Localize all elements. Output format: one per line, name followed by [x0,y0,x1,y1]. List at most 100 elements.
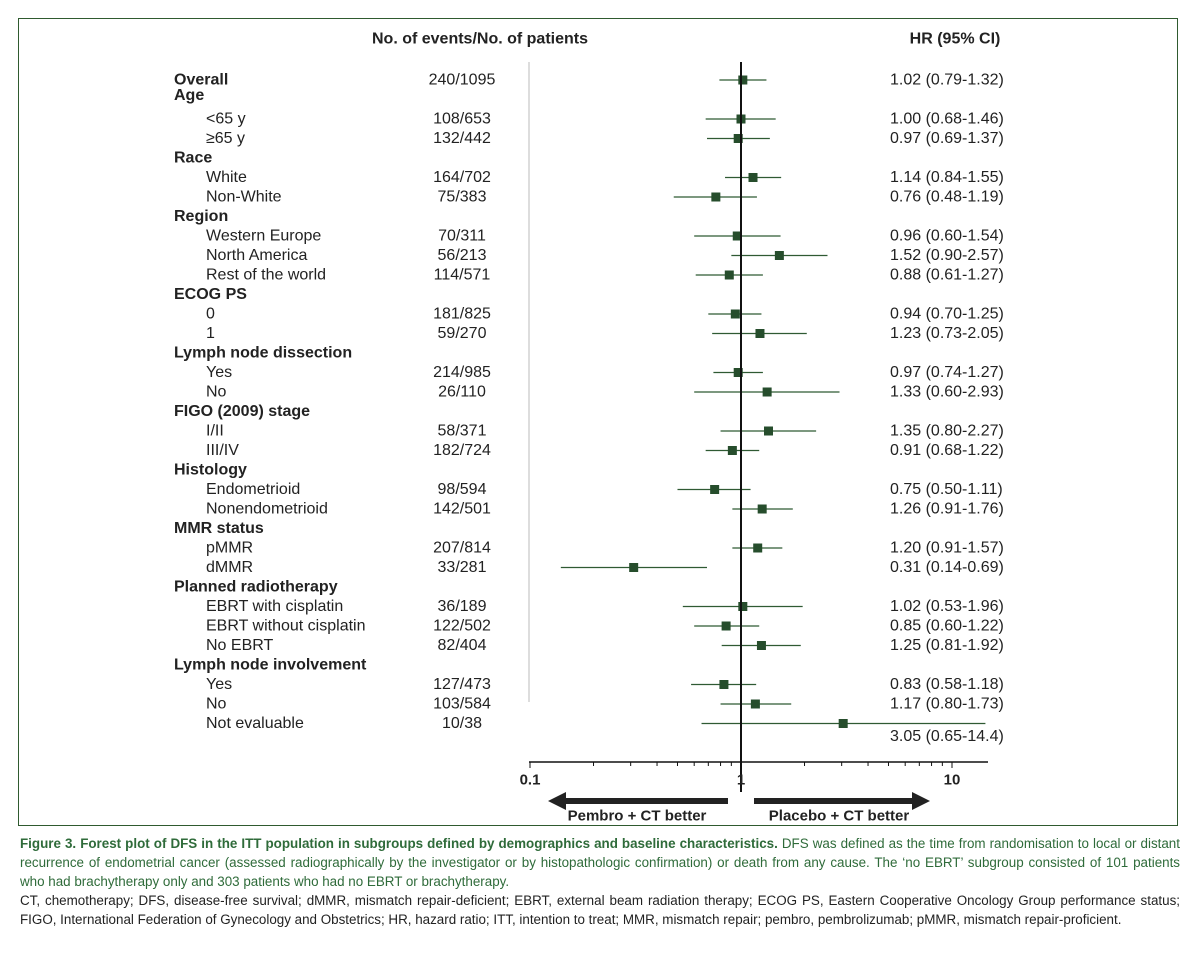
hr-marker [710,485,720,494]
arrow-right-label: Placebo + CT better [769,808,910,825]
group-label: Lymph node involvement [174,657,367,674]
group-header-row: FIGO (2009) stage [174,403,310,420]
hr-ci-text: 0.96 (0.60-1.54) [890,228,1004,245]
group-label: Region [174,208,228,225]
group-header-row: Planned radiotherapy [174,579,338,596]
hr-marker [629,563,639,572]
events-count: 36/189 [438,598,487,615]
hr-ci-text: 1.00 (0.68-1.46) [890,111,1004,128]
events-count: 214/985 [433,364,491,381]
events-count: 98/594 [438,481,487,498]
group-label: Overall [174,72,228,89]
hr-ci-text: 1.23 (0.73-2.05) [890,325,1004,342]
hr-ci-text: 0.91 (0.68-1.22) [890,442,1004,459]
subgroup-row: Not evaluable 10/38 3.05 (0.65-14.4) [206,715,1004,745]
x-tick-label: 10 [944,772,961,789]
subgroup-row: Yes 127/473 0.83 (0.58-1.18) [206,676,1004,693]
hr-ci-text: 1.26 (0.91-1.76) [890,501,1004,518]
subgroup-label: Rest of the world [206,267,326,284]
subgroup-row: ≥65 y 132/442 0.97 (0.69-1.37) [206,130,1004,147]
hr-ci-text: 1.33 (0.60-2.93) [890,384,1004,401]
hr-marker [756,641,766,650]
caption-figure-label: Figure 3. [20,836,77,851]
subgroup-row: No 26/110 1.33 (0.60-2.93) [206,384,1004,401]
hr-ci-text: 3.05 (0.65-14.4) [890,728,1004,745]
hr-ci-text: 1.02 (0.79-1.32) [890,72,1004,89]
events-count: 103/584 [433,696,491,713]
forest-plot: No. of events/No. of patients HR (95% CI)… [174,31,1004,825]
subgroup-row: 1 59/270 1.23 (0.73-2.05) [206,325,1004,342]
hr-ci-text: 1.20 (0.91-1.57) [890,540,1004,557]
group-label: Age [174,87,204,104]
hr-marker [738,75,748,85]
figure-frame [18,18,1178,826]
subgroup-row: 0 181/825 0.94 (0.70-1.25) [206,306,1004,323]
events-count: 122/502 [433,618,491,635]
subgroup-row: Overall 240/1095 1.02 (0.79-1.32) [174,72,1004,89]
group-header-row: Race [174,150,212,167]
subgroup-label: Nonendometrioid [206,501,328,518]
group-header-row: ECOG PS [174,286,247,303]
subgroup-row: EBRT without cisplatin 122/502 0.85 (0.60-… [206,618,1004,635]
figure-caption: Figure 3. Forest plot of DFS in the ITT … [20,834,1180,929]
group-label: Race [174,150,212,167]
subgroup-row: Non-White 75/383 0.76 (0.48-1.19) [206,189,1004,206]
subgroup-label: Non-White [206,189,282,206]
hr-marker [774,251,784,260]
events-count: 70/311 [438,228,486,245]
subgroup-label: III/IV [206,442,239,459]
arrow-left-head [548,792,566,810]
hr-ci-text: 1.02 (0.53-1.96) [890,598,1004,615]
subgroup-label: EBRT with cisplatin [206,598,343,615]
hr-marker [730,309,740,319]
hr-marker [721,621,731,631]
subgroup-row: EBRT with cisplatin 36/189 1.02 (0.53-1.96… [206,598,1004,615]
subgroup-label: ≥65 y [206,130,245,147]
group-label: Planned radiotherapy [174,579,338,596]
subgroup-row: III/IV 182/724 0.91 (0.68-1.22) [206,442,1004,459]
subgroup-label: dMMR [206,559,253,576]
group-header-row: Region [174,208,228,225]
events-count: 127/473 [433,676,491,693]
group-header-row: Histology [174,462,247,479]
events-count: 56/213 [438,247,487,264]
subgroup-row: North America 56/213 1.52 (0.90-2.57) [206,247,1004,264]
subgroup-row: <65 y 108/653 1.00 (0.68-1.46) [206,111,1004,128]
hr-ci-text: 0.97 (0.74-1.27) [890,364,1004,381]
caption-abbreviations: CT, chemotherapy; DFS, disease-free surv… [20,893,1180,927]
subgroup-label: White [206,169,247,186]
hr-marker [757,504,767,514]
subgroup-row: Yes 214/985 0.97 (0.74-1.27) [206,364,1004,381]
hr-marker [727,446,737,455]
caption-main: Figure 3. Forest plot of DFS in the ITT … [20,834,1180,891]
group-label: ECOG PS [174,286,247,303]
events-count: 33/281 [438,559,487,576]
hr-ci-text: 1.52 (0.90-2.57) [890,247,1004,264]
group-header-row: Age [174,87,204,104]
hr-marker [733,134,743,143]
group-header-row: Lymph node dissection [174,345,352,362]
hr-ci-text: 0.75 (0.50-1.11) [890,481,1003,498]
subgroup-label: I/II [206,423,224,440]
hr-marker [733,368,743,377]
subgroup-label: No [206,696,227,713]
subgroup-label: Yes [206,364,232,381]
subgroup-row: I/II 58/371 1.35 (0.80-2.27) [206,423,1004,440]
hr-marker [764,426,774,436]
hr-ci-text: 1.25 (0.81-1.92) [890,637,1004,654]
subgroup-label: 0 [206,306,215,323]
hr-marker [711,192,721,202]
events-count: 182/724 [433,442,491,459]
subgroup-label: No [206,384,227,401]
events-count: 10/38 [442,715,482,732]
subgroup-row: No 103/584 1.17 (0.80-1.73) [206,696,1004,713]
events-count: 142/501 [433,501,491,518]
subgroup-row: Western Europe 70/311 0.96 (0.60-1.54) [206,228,1004,245]
group-label: MMR status [174,520,264,537]
hr-marker [732,231,742,241]
hr-marker [719,680,729,689]
subgroup-label: EBRT without cisplatin [206,618,365,635]
hr-ci-text: 0.85 (0.60-1.22) [890,618,1004,635]
events-count: 181/825 [433,306,491,323]
subgroup-label: No EBRT [206,637,274,654]
